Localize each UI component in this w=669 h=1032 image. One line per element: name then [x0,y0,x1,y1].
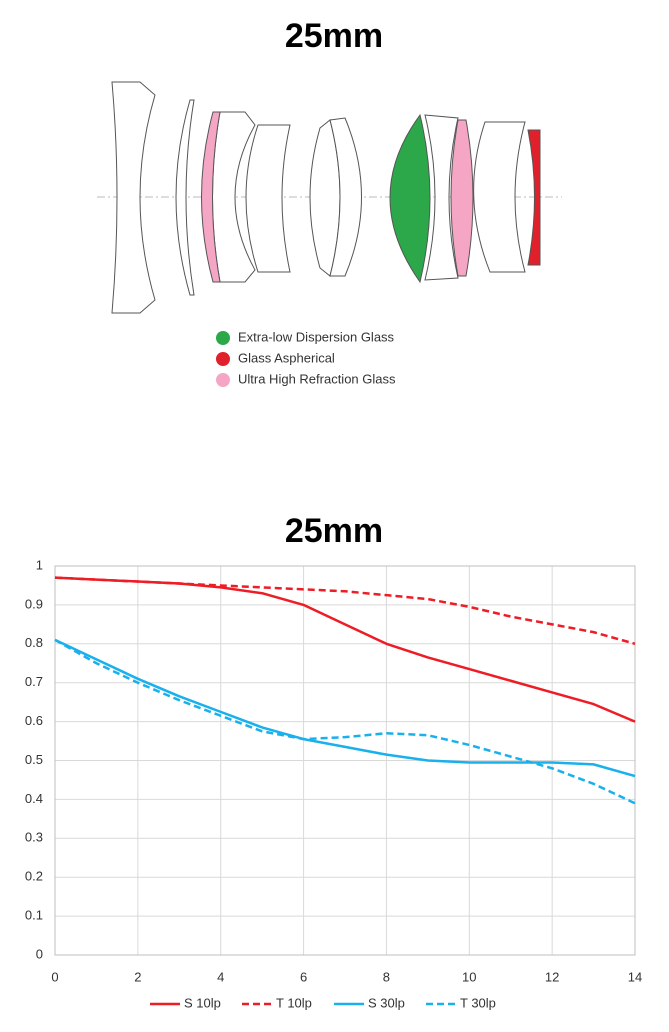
chart-title: 25mm [285,512,383,550]
series-line [54,638,636,805]
y-tick-label: 0.5 [25,752,43,767]
y-tick-label: 0.6 [25,713,43,728]
legend-swatch [216,352,230,366]
lens-element [175,99,195,296]
x-tick-label: 14 [628,969,642,984]
legend-label: Glass Aspherical [238,350,335,365]
series-line [54,576,636,646]
lens-element [424,114,459,281]
legend-label: S 30lp [368,995,405,1010]
diagram-title: 25mm [285,17,383,55]
legend-swatch [216,331,230,345]
legend-label: S 10lp [184,995,221,1010]
x-tick-label: 12 [545,969,559,984]
lens-element [473,121,526,273]
series-line [54,576,636,723]
x-tick-label: 2 [134,969,141,984]
y-tick-label: 0.3 [25,830,43,845]
legend-label: T 30lp [460,995,496,1010]
legend-label: Ultra High Refraction Glass [238,371,396,386]
lens-element [527,129,541,266]
y-tick-label: 1 [36,557,43,572]
x-tick-label: 8 [383,969,390,984]
y-tick-label: 0.1 [25,908,43,923]
chart: 00.10.20.30.40.50.60.70.80.910 2 4 6 8 10 12 14… [25,557,642,1010]
lens-element [245,124,291,273]
legend-label: Extra-low Dispersion Glass [238,329,395,344]
lens-element [329,117,362,277]
lens-element [389,113,431,284]
y-tick-label: 0.2 [25,869,43,884]
series-line [54,638,636,778]
lens-element [450,119,474,277]
x-tick-label: 6 [300,969,307,984]
x-tick-label: 0 [51,969,58,984]
legend-swatch [216,373,230,387]
y-tick-label: 0.9 [25,596,43,611]
y-tick-label: 0.7 [25,674,43,689]
y-tick-label: 0.8 [25,635,43,650]
lens-element [111,81,156,314]
lens-legend: Extra-low Dispersion Glass Glass Aspheric… [216,329,396,387]
lens-diagram [97,81,562,314]
legend-label: T 10lp [276,995,312,1010]
y-tick-label: 0 [36,946,43,961]
x-tick-label: 4 [217,969,224,984]
lens-element [201,111,221,283]
x-tick-label: 10 [462,969,476,984]
y-tick-label: 0.4 [25,791,43,806]
plot-frame [54,565,636,956]
